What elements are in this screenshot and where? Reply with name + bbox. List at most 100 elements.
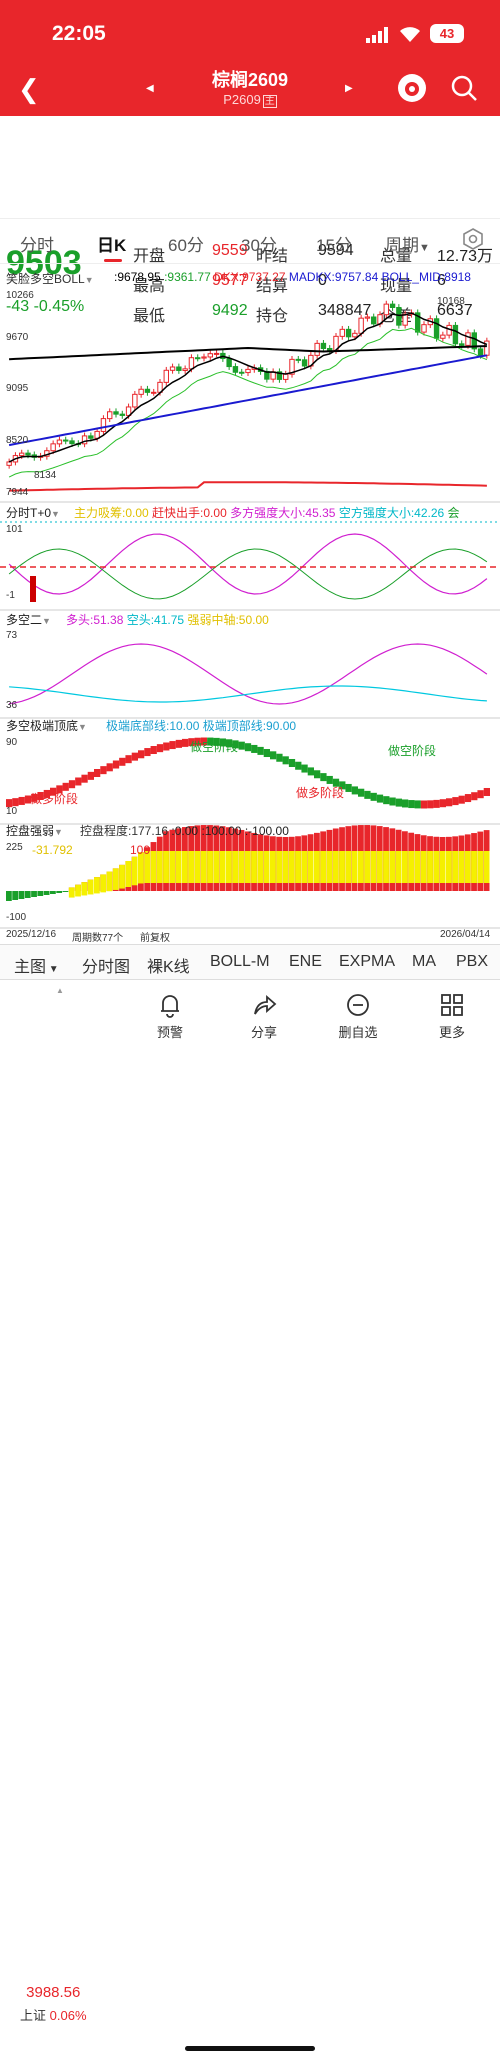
assistant-icon[interactable] xyxy=(398,74,426,102)
stage-bar xyxy=(68,780,76,789)
candle-body xyxy=(226,358,232,368)
candle-body xyxy=(276,371,283,380)
bar xyxy=(251,851,257,883)
stage-bar xyxy=(288,758,296,767)
gear-icon[interactable] xyxy=(462,228,484,250)
candle-body xyxy=(452,324,459,345)
panel3-legend: 多头:51.38 空头:41.75 强弱中轴:50.00 xyxy=(66,613,269,627)
bar xyxy=(219,851,226,883)
stage-bar xyxy=(395,798,402,807)
stage-bar xyxy=(345,783,352,792)
triangle-down-icon: ▼ xyxy=(84,275,94,285)
index-value: 3988.56 xyxy=(26,1984,81,2001)
panel5-selector[interactable]: 控盘强弱▼ xyxy=(6,824,63,838)
bar xyxy=(402,851,408,883)
stage-bar xyxy=(50,787,57,796)
axis-label: 10266 xyxy=(6,290,34,301)
bar xyxy=(370,851,377,883)
candle-body xyxy=(182,368,188,371)
bar xyxy=(68,887,75,898)
bar xyxy=(339,851,345,883)
quote-value: 348847 xyxy=(318,302,372,319)
bar xyxy=(244,851,251,883)
next-contract-button[interactable]: ▶ xyxy=(345,83,353,94)
indicator-tabs: 主图 ▼ 分时图 裸K线 BOLL-M ENE EXPMA MA PBX xyxy=(0,944,500,980)
tab-boll-m[interactable]: BOLL-M xyxy=(210,953,270,970)
bar xyxy=(163,851,169,883)
triangle-down-icon: ▼ xyxy=(46,964,59,975)
tab-ma[interactable]: MA xyxy=(412,953,436,970)
stage-bar xyxy=(458,795,465,804)
bar xyxy=(307,851,314,883)
wifi-icon xyxy=(400,27,420,42)
main-indicator-selector[interactable]: 笑脸多空BOLL▼ xyxy=(6,272,94,286)
stage-bar xyxy=(358,788,365,797)
axis-label: 101 xyxy=(6,524,23,535)
panel5-mark: 100 xyxy=(130,843,151,857)
search-icon[interactable] xyxy=(450,74,478,102)
tab-30min[interactable]: 30分 xyxy=(241,236,277,255)
bar xyxy=(383,851,389,883)
bar xyxy=(100,874,107,893)
candle-body xyxy=(239,371,245,374)
top-bar: 22:05 43 ❮ ◀ 棕榈2609 ▶ P2609 主 xyxy=(0,0,500,116)
tab-ene[interactable]: ENE xyxy=(289,953,322,970)
bar xyxy=(200,851,207,883)
stage-bar xyxy=(244,743,252,752)
candle-body xyxy=(320,342,327,349)
remove-watchlist-button[interactable]: 删自选 xyxy=(318,992,398,1041)
candle-body xyxy=(188,357,195,370)
back-button[interactable]: ❮ xyxy=(18,74,40,104)
stage-bar xyxy=(389,797,396,806)
bar xyxy=(395,851,402,883)
stage-bar xyxy=(282,756,289,765)
axis-label: -1 xyxy=(6,590,15,601)
bar xyxy=(125,860,132,887)
panel3-selector[interactable]: 多空二▼ xyxy=(6,613,51,627)
prev-contract-button[interactable]: ◀ xyxy=(146,83,154,94)
tab-pbx[interactable]: PBX xyxy=(456,953,489,970)
bar xyxy=(458,851,465,883)
triangle-down-icon: ▼ xyxy=(42,616,51,626)
stage-bar xyxy=(251,744,258,753)
tab-daily-k[interactable]: 日K xyxy=(97,236,127,255)
candle-body xyxy=(195,357,201,360)
stage-bar xyxy=(194,737,201,746)
bar xyxy=(320,851,327,883)
axis-label: 73 xyxy=(6,630,18,641)
share-button[interactable]: 分享 xyxy=(224,992,304,1041)
stage-bar xyxy=(408,800,415,809)
stage-bar xyxy=(81,774,88,783)
tab-60min[interactable]: 60分 xyxy=(168,236,204,255)
tab-main-chart[interactable]: 主图 ▼ xyxy=(14,959,59,976)
panel2-selector[interactable]: 分时T+0▼ xyxy=(6,506,60,520)
stage-bar xyxy=(383,796,390,805)
index-change: 上证 0.06% xyxy=(20,2008,87,2023)
alert-button[interactable]: 预警 xyxy=(130,992,210,1041)
candle-body xyxy=(119,413,125,416)
quote-value: 9559 xyxy=(212,242,248,259)
tab-intraday-chart[interactable]: 分时图 xyxy=(82,959,131,976)
stage-bar xyxy=(376,794,384,803)
tab-intraday[interactable]: 分时 xyxy=(20,236,54,255)
tab-bare-k[interactable]: 裸K线 xyxy=(147,959,190,976)
index-widget[interactable]: 3988.56 上证 0.06% xyxy=(20,1974,87,2024)
stage-label: 做多阶段 xyxy=(30,792,79,806)
stage-bar xyxy=(263,749,270,758)
panel4-selector[interactable]: 多空极端顶底▼ xyxy=(6,719,87,733)
tab-expma[interactable]: EXPMA xyxy=(339,953,396,970)
triangle-down-icon: ▼ xyxy=(78,722,87,732)
axis-label: 9095 xyxy=(6,383,29,394)
candle-body xyxy=(421,324,427,333)
tab-period[interactable]: 周期▼ xyxy=(385,236,430,255)
candle-body xyxy=(295,358,301,361)
chart-area[interactable] xyxy=(0,264,500,944)
bar xyxy=(56,891,63,893)
tab-15min[interactable]: 15分 xyxy=(316,236,352,255)
stage-bar xyxy=(37,791,44,800)
bar xyxy=(175,851,182,883)
candle-body xyxy=(81,435,88,445)
more-button[interactable]: 更多 xyxy=(412,992,492,1041)
candle-body xyxy=(301,359,308,367)
stage-bar xyxy=(307,767,314,776)
